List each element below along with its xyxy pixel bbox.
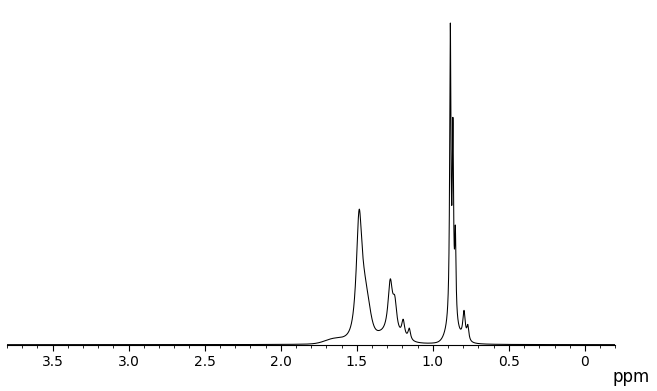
Text: ppm: ppm xyxy=(612,368,650,386)
